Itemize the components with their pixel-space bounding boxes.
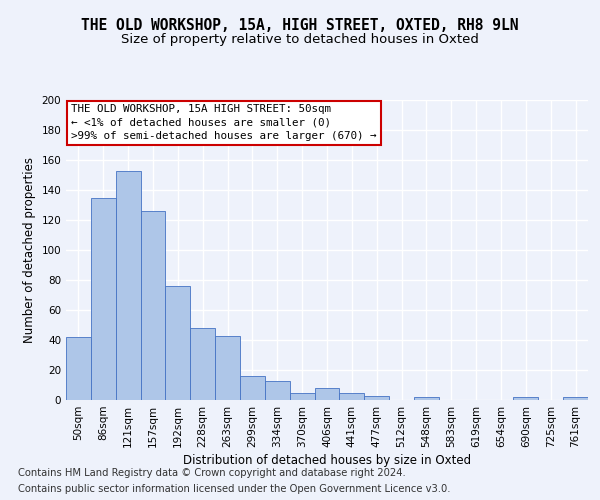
Text: THE OLD WORKSHOP, 15A HIGH STREET: 50sqm
← <1% of detached houses are smaller (0: THE OLD WORKSHOP, 15A HIGH STREET: 50sqm… — [71, 104, 377, 141]
Bar — [514, 397, 538, 400]
Bar — [116, 170, 140, 400]
Text: Contains HM Land Registry data © Crown copyright and database right 2024.: Contains HM Land Registry data © Crown c… — [18, 468, 406, 477]
Bar — [66, 337, 91, 400]
Bar — [190, 328, 215, 400]
Bar — [314, 388, 340, 400]
Bar — [340, 392, 364, 400]
Text: Contains public sector information licensed under the Open Government Licence v3: Contains public sector information licen… — [18, 484, 451, 494]
Bar — [166, 286, 190, 400]
Bar — [215, 336, 240, 400]
Bar — [91, 198, 116, 400]
Text: Size of property relative to detached houses in Oxted: Size of property relative to detached ho… — [121, 32, 479, 46]
Bar — [290, 392, 314, 400]
Bar — [265, 380, 290, 400]
Bar — [563, 397, 588, 400]
Text: THE OLD WORKSHOP, 15A, HIGH STREET, OXTED, RH8 9LN: THE OLD WORKSHOP, 15A, HIGH STREET, OXTE… — [81, 18, 519, 32]
Y-axis label: Number of detached properties: Number of detached properties — [23, 157, 36, 343]
Bar — [240, 376, 265, 400]
X-axis label: Distribution of detached houses by size in Oxted: Distribution of detached houses by size … — [183, 454, 471, 467]
Bar — [140, 211, 166, 400]
Bar — [414, 397, 439, 400]
Bar — [364, 396, 389, 400]
